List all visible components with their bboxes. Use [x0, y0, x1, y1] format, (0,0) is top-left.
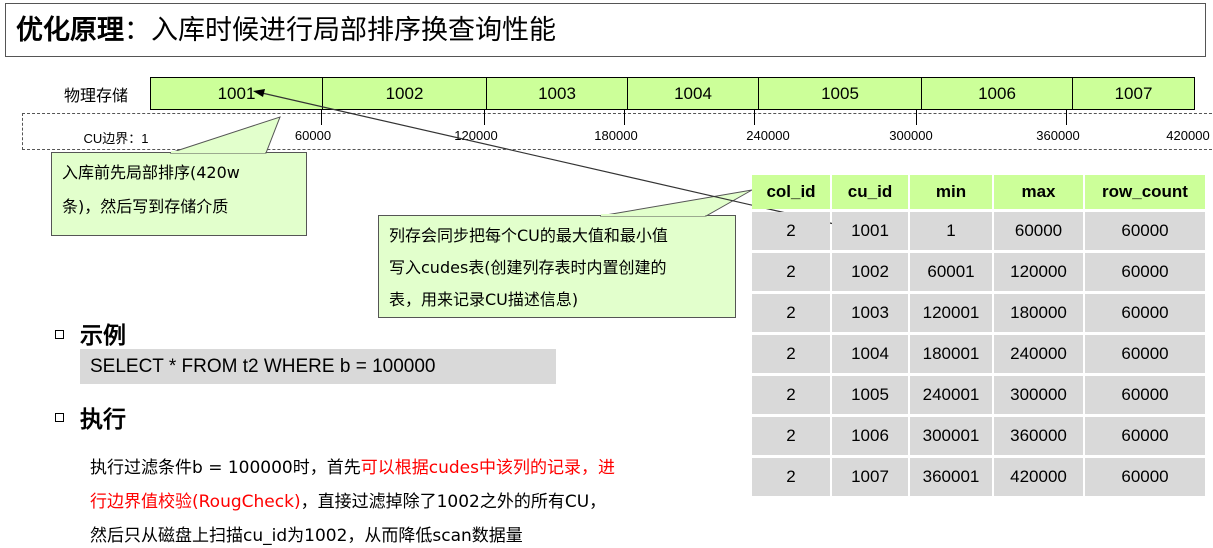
cudesc-callout-pointer	[599, 189, 753, 217]
table-cell: 2	[752, 335, 830, 373]
callout-text: 入库前先局部排序(420w	[62, 163, 240, 182]
cu-segment: 1002	[323, 78, 487, 109]
table-cell: 180001	[910, 335, 992, 373]
sort-callout-pointer	[169, 116, 281, 154]
storage-bar: 1001 1002 1003 1004 1005 1006 1007	[150, 77, 1195, 110]
cu-segment: 1001	[151, 78, 323, 109]
tick-mark	[484, 110, 485, 125]
table-cell: 60001	[910, 253, 992, 291]
table-cell: 2	[752, 417, 830, 455]
highlight-text: 可以根据cudes中该列的记录，进	[360, 458, 615, 478]
table-cell: 1005	[832, 376, 908, 414]
cu-tick-label: 360000	[1036, 128, 1080, 143]
table-row: 2 1006 300001 360000 60000	[752, 417, 1205, 455]
table-cell: 60000	[1085, 376, 1205, 414]
table-cell: 1006	[832, 417, 908, 455]
title-bold: 优化原理	[16, 15, 124, 46]
table-cell: 1002	[832, 253, 908, 291]
table-cell: 60000	[1085, 335, 1205, 373]
table-cell: 1004	[832, 335, 908, 373]
col-header: cu_id	[832, 175, 908, 209]
table-cell: 300000	[994, 376, 1083, 414]
table-row: 2 1003 120001 180000 60000	[752, 294, 1205, 332]
table-cell: 120001	[910, 294, 992, 332]
table-cell: 240001	[910, 376, 992, 414]
table-cell: 2	[752, 253, 830, 291]
table-row: 2 1001 1 60000 60000	[752, 212, 1205, 250]
cu-segment: 1005	[759, 78, 922, 109]
callout-text: 列存会同步把每个CU的最大值和最小值	[389, 226, 668, 245]
text: 执行过滤条件b = 100000时，首先	[90, 458, 361, 478]
col-header: col_id	[752, 175, 830, 209]
table-cell: 60000	[1085, 294, 1205, 332]
table-cell: 2	[752, 294, 830, 332]
table-cell: 180000	[994, 294, 1083, 332]
table-cell: 1	[910, 212, 992, 250]
cu-tick-label: 300000	[889, 128, 933, 143]
table-cell: 2	[752, 376, 830, 414]
cu-segment: 1003	[487, 78, 628, 109]
table-cell: 1001	[832, 212, 908, 250]
cu-segment: 1006	[922, 78, 1073, 109]
callout-text: 条)，然后写到存储介质	[62, 197, 229, 216]
sql-statement: SELECT * FROM t2 WHERE b = 100000	[80, 349, 556, 384]
example-heading: 示例	[80, 323, 126, 349]
execute-line-3: 然后只从磁盘上扫描cu_id为1002，从而降低scan数据量	[90, 526, 523, 546]
execute-heading: 执行	[80, 407, 126, 433]
cu-segment: 1007	[1114, 84, 1153, 103]
table-cell: 360000	[994, 417, 1083, 455]
bullet-icon	[55, 330, 64, 339]
table-row: 2 1004 180001 240000 60000	[752, 335, 1205, 373]
cudesc-callout: 列存会同步把每个CU的最大值和最小值 写入cudes表(创建列存表时内置创建的 …	[378, 215, 736, 318]
table-cell: 2	[752, 458, 830, 496]
table-cell: 1007	[832, 458, 908, 496]
cu-boundary-box	[22, 113, 1213, 150]
text: ，直接过滤掉除了1002之外的所有CU，	[300, 492, 607, 512]
col-header: min	[910, 175, 992, 209]
table-cell: 240000	[994, 335, 1083, 373]
table-cell: 120000	[994, 253, 1083, 291]
table-cell: 60000	[1085, 458, 1205, 496]
tick-mark	[754, 110, 755, 125]
tick-mark	[624, 110, 625, 125]
col-header: max	[994, 175, 1083, 209]
cu-segment: 1004	[628, 78, 759, 109]
table-row: 2 1005 240001 300000 60000	[752, 376, 1205, 414]
table-cell: 60000	[1085, 212, 1205, 250]
callout-text: 表，用来记录CU描述信息)	[389, 290, 579, 309]
cu-tick-label: 420000	[1166, 128, 1210, 143]
cu-tick-label: 180000	[594, 128, 638, 143]
table-cell: 2	[752, 212, 830, 250]
table-cell: 60000	[994, 212, 1083, 250]
cudesc-table: col_id cu_id min max row_count 2 1001 1 600…	[750, 172, 1207, 499]
table-row: 2 1002 60001 120000 60000	[752, 253, 1205, 291]
callout-text: 写入cudes表(创建列存表时内置创建的	[389, 258, 667, 277]
arrow-head	[253, 89, 265, 97]
bullet-icon	[55, 413, 64, 422]
table-cell: 60000	[1085, 253, 1205, 291]
tick-mark	[321, 110, 322, 125]
execute-line-2: 行边界值校验(RougCheck)，直接过滤掉除了1002之外的所有CU，	[90, 487, 606, 512]
table-cell: 420000	[994, 458, 1083, 496]
cu-tick-label: 60000	[294, 128, 332, 143]
storage-label: 物理存储	[64, 86, 129, 105]
table-cell: 1003	[832, 294, 908, 332]
slide-title: 优化原理：入库时候进行局部排序换查询性能	[5, 3, 1206, 57]
sort-callout: 入库前先局部排序(420w 条)，然后写到存储介质	[51, 152, 307, 236]
execute-line-1: 执行过滤条件b = 100000时，首先可以根据cudes中该列的记录，进	[90, 453, 615, 478]
col-header: row_count	[1085, 175, 1205, 209]
table-cell: 360001	[910, 458, 992, 496]
title-rest: ：入库时候进行局部排序换查询性能	[124, 15, 556, 46]
table-cell: 300001	[910, 417, 992, 455]
table-row: 2 1007 360001 420000 60000	[752, 458, 1205, 496]
arrow-line	[261, 92, 844, 227]
cu-tick-label: 240000	[746, 128, 790, 143]
highlight-text: 行边界值校验(RougCheck)	[90, 492, 301, 512]
tick-mark	[1066, 110, 1067, 125]
tick-mark	[916, 110, 917, 125]
cu-boundary-label: CU边界：1	[83, 131, 149, 146]
table-cell: 60000	[1085, 417, 1205, 455]
